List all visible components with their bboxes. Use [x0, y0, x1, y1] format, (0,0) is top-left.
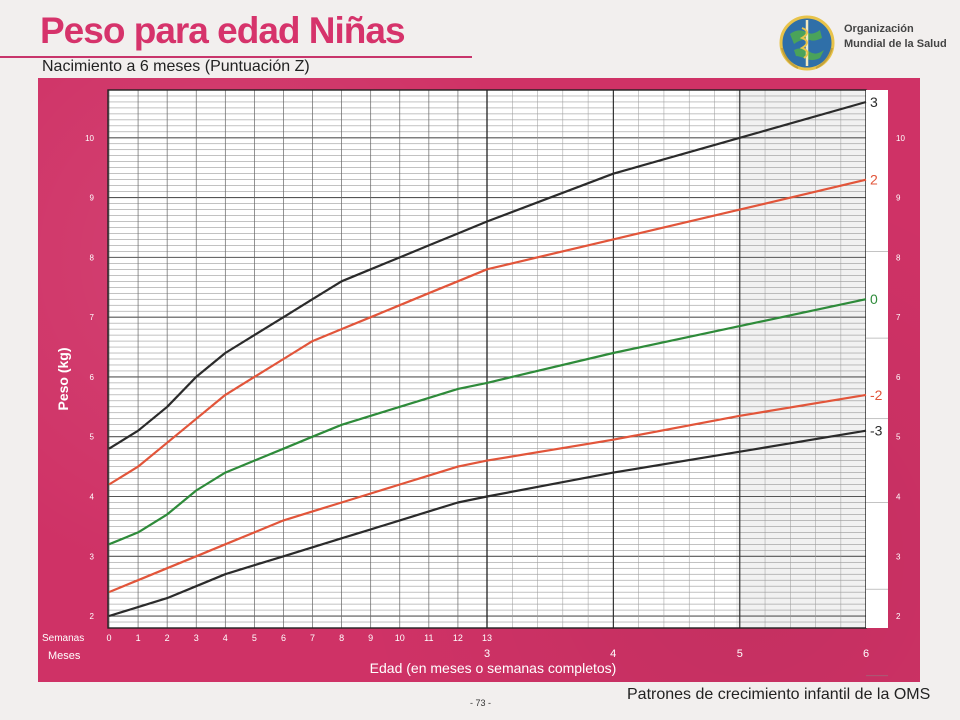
curve-z-3 [108, 429, 867, 618]
y-tick-label-left: 8 [90, 253, 95, 262]
y-tick-label-left: 6 [90, 373, 95, 382]
page-subtitle: Nacimiento a 6 meses (Puntuación Z) [42, 58, 310, 75]
zscore-label-column [866, 90, 888, 628]
y-tick-label-right: 6 [896, 373, 901, 382]
curve-label-z-3: -3 [870, 423, 883, 439]
x-tick-month: 3 [484, 648, 490, 660]
y-axis-title: Peso (kg) [55, 347, 71, 410]
y-tick-label-right: 4 [896, 492, 901, 501]
organization-name-line2: Mundial de la Salud [844, 38, 947, 50]
x-tick-week: 9 [368, 633, 373, 643]
x-tick-week: 3 [194, 633, 199, 643]
x-tick-week: 8 [339, 633, 344, 643]
organization-name: Organización Mundial de la Salud [844, 22, 960, 52]
y-tick-label-left: 4 [90, 492, 95, 501]
organization-name-line1: Organización [844, 23, 914, 35]
y-tick-label-left: 7 [90, 313, 95, 322]
y-tick-label-right: 5 [896, 433, 901, 442]
curve-z-2 [108, 393, 867, 594]
curve-label-z-2: -2 [870, 387, 883, 403]
who-emblem-icon [779, 15, 835, 71]
y-tick-label-right: 3 [896, 552, 901, 561]
x-tick-week: 4 [223, 633, 228, 643]
y-tick-label-right: 2 [896, 612, 901, 621]
chart-frame: 3 2 0 -2 -3 2 2 3 3 4 4 5 5 6 6 7 7 8 8 9 9 10 10 Peso (kg) 0 1 2 3… [38, 78, 920, 682]
title-rule [0, 56, 472, 58]
x-tick-week: 10 [395, 633, 405, 643]
x-tick-week: 7 [310, 633, 315, 643]
curve-label-z0: 0 [870, 291, 878, 307]
x-tick-week: 0 [106, 633, 111, 643]
page-number: - 73 - [470, 698, 492, 708]
curve-z2 [108, 178, 867, 486]
curve-label-z2: 2 [870, 172, 878, 188]
y-tick-label-right: 8 [896, 253, 901, 262]
x-tick-week: 11 [424, 633, 433, 643]
x-tick-week: 13 [482, 633, 492, 643]
curve-label-z3: 3 [870, 94, 878, 110]
x-tick-week: 12 [453, 633, 463, 643]
y-tick-label-left: 2 [90, 612, 95, 621]
y-tick-label-left: 9 [90, 194, 95, 203]
y-tick-label-left: 10 [85, 134, 94, 143]
curve-z0 [108, 298, 867, 546]
x-tick-month: 5 [737, 648, 743, 660]
y-tick-label-right: 7 [896, 313, 901, 322]
x-tick-week: 2 [165, 633, 170, 643]
x-tick-week: 1 [136, 633, 141, 643]
x-tick-month: 6 [863, 648, 869, 660]
page-title: Peso para edad Niñas [40, 10, 406, 51]
y-tick-label-right: 10 [896, 134, 905, 143]
x-weeks-label: Semanas [42, 633, 84, 644]
x-tick-month: 4 [610, 648, 616, 660]
curve-z3 [108, 100, 867, 450]
y-tick-label-left: 3 [90, 552, 95, 561]
footer-text: Patrones de crecimiento infantil de la O… [627, 686, 931, 703]
y-tick-label-left: 5 [90, 433, 95, 442]
x-axis-title: Edad (en meses o semanas completos) [370, 660, 617, 676]
x-tick-week: 6 [281, 633, 286, 643]
y-tick-label-right: 9 [896, 194, 901, 203]
x-months-label: Meses [48, 650, 81, 662]
x-tick-week: 5 [252, 633, 257, 643]
